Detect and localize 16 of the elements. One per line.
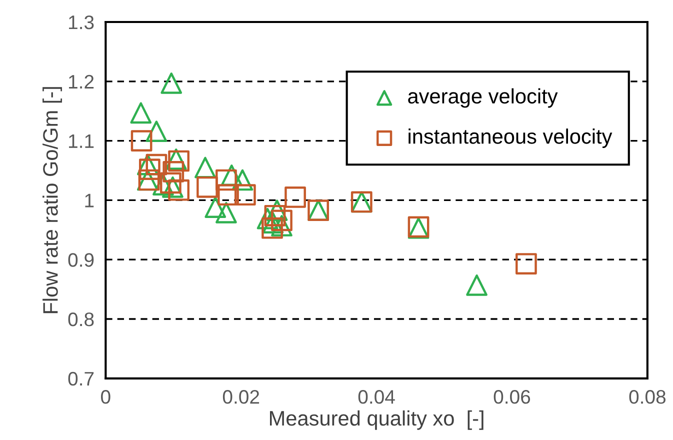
x-axis-title: Measured quality xo [-] — [270, 410, 484, 430]
x-tick-label: 0.08 — [629, 390, 666, 404]
y-tick-label: 1.3 — [69, 15, 94, 30]
y-tick-label: 1 — [85, 194, 94, 208]
x-tick-label: 0 — [101, 390, 110, 404]
x-tick-label: 0.02 — [222, 390, 260, 404]
legend-label: instantaneous velocity — [408, 128, 612, 148]
legend-label: average velocity — [408, 88, 558, 108]
y-tick-label: 0.9 — [68, 253, 94, 267]
y-axis-title: Flow rate ratio Go/Gm [-] — [42, 87, 62, 314]
y-tick-label: 1.2 — [69, 74, 94, 88]
y-tick-label: 0.8 — [68, 312, 94, 326]
y-tick-label: 1.1 — [69, 134, 94, 148]
x-tick-label: 0.04 — [358, 390, 395, 404]
x-tick-label: 0.06 — [494, 390, 530, 404]
y-tick-label: 0.7 — [68, 372, 94, 386]
